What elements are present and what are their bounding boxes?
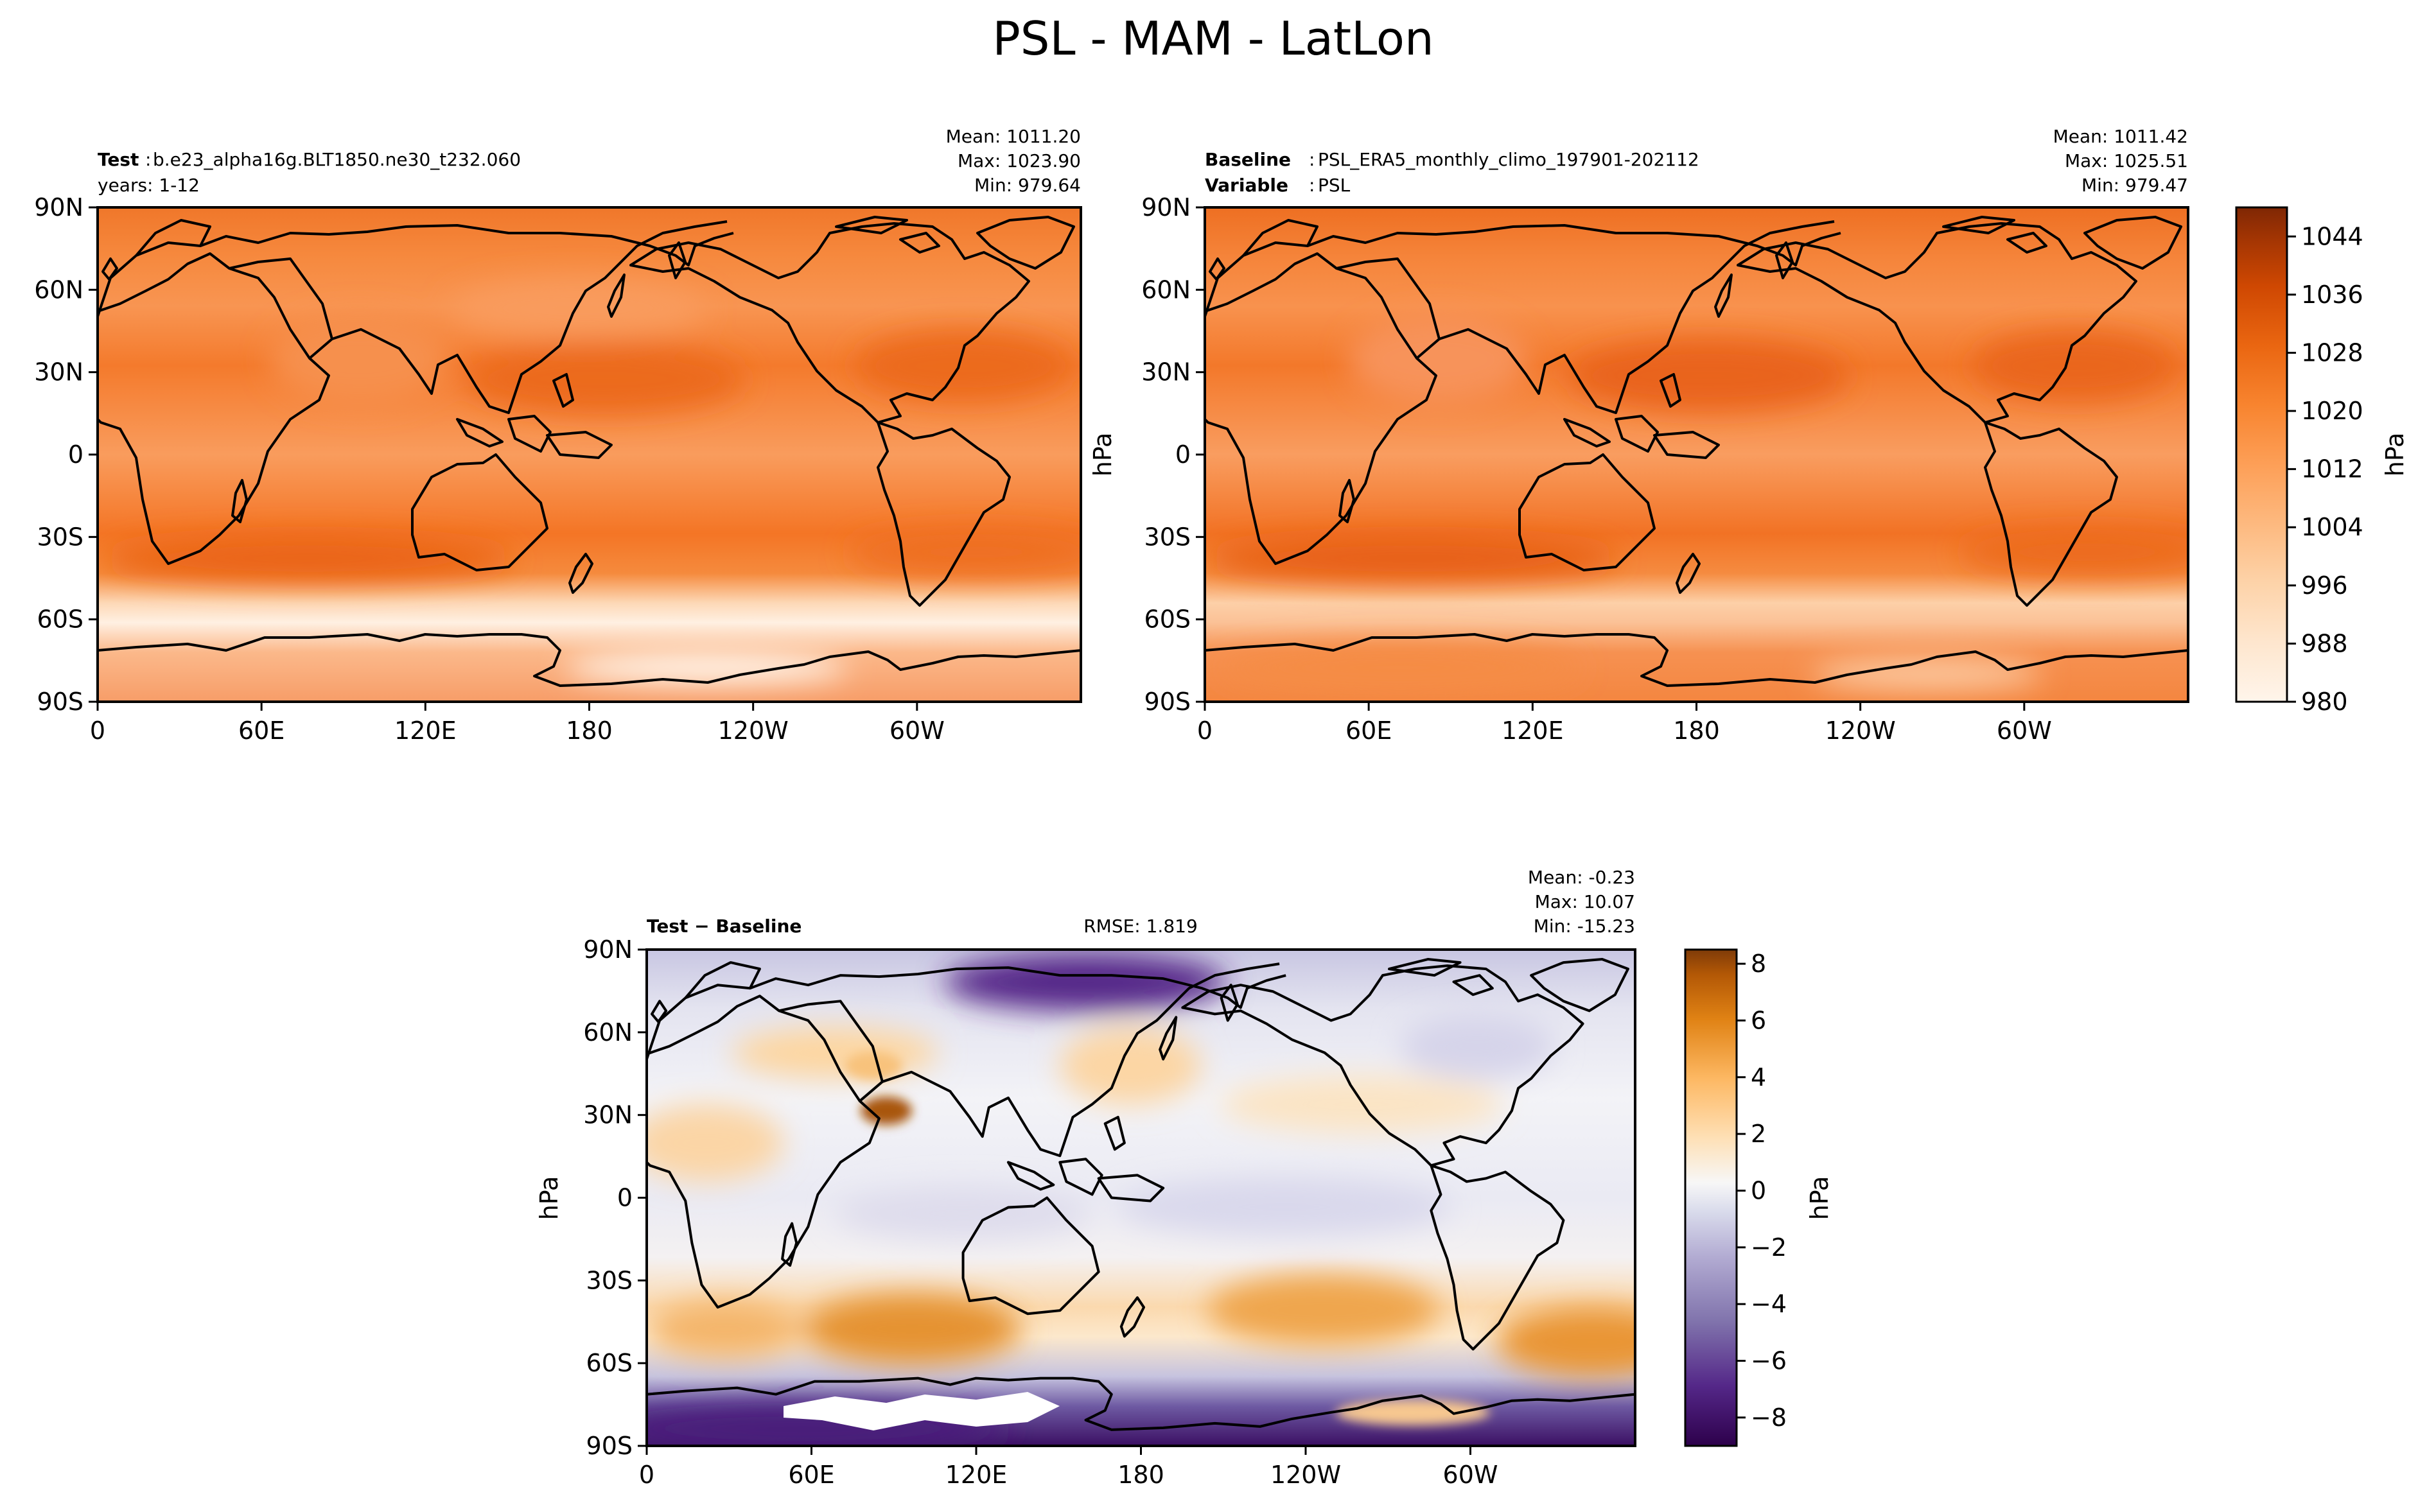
baseline-ytick-label: 60S bbox=[1144, 605, 1191, 634]
test-axis-ticks: 0 60E 120E 180 120W 60W 90N 60N 30N 0 30S 60S 90S bbox=[34, 193, 945, 745]
baseline-ytick-label: 0 bbox=[1175, 440, 1191, 469]
diff-colorbar-tick-label: −4 bbox=[1751, 1290, 1787, 1318]
main-colorbar-ticks: 1044 1036 1028 1020 1012 1004 996 988 980 bbox=[2287, 222, 2363, 716]
main-colorbar-fill bbox=[2235, 206, 2288, 703]
baseline-ytick-label: 60N bbox=[1141, 275, 1191, 304]
baseline-xtick-label: 60W bbox=[1997, 717, 2052, 745]
test-ytick-label: 90S bbox=[37, 688, 83, 716]
baseline-label: Baseline bbox=[1205, 149, 1291, 170]
diff-panel: Test − Baseline RMSE: 1.819 Mean: -0.23 … bbox=[535, 867, 1636, 1489]
test-xtick-label: 0 bbox=[90, 717, 105, 745]
diff-ytick-label: 30N bbox=[583, 1101, 633, 1129]
test-ytick-label: 0 bbox=[68, 440, 83, 469]
diff-min: Min: -15.23 bbox=[1534, 916, 1635, 937]
diff-y-unit: hPa bbox=[535, 1176, 563, 1221]
test-years: years: 1-12 bbox=[98, 175, 200, 196]
main-colorbar-unit: hPa bbox=[2381, 433, 2409, 477]
diff-axis-ticks: 0 60E 120E 180 120W 60W 90N 60N 30N 0 30S 60S 90S bbox=[583, 935, 1498, 1489]
main-colorbar-tick-label: 1012 bbox=[2301, 455, 2363, 483]
baseline-panel: Baseline : PSL_ERA5_monthly_climo_197901… bbox=[1089, 126, 2189, 745]
diff-rmse: RMSE: 1.819 bbox=[1083, 916, 1198, 937]
baseline-colon: : bbox=[1309, 149, 1315, 170]
test-xtick-label: 180 bbox=[566, 717, 613, 745]
diff-xtick-label: 180 bbox=[1117, 1461, 1164, 1489]
test-ytick-label: 30N bbox=[34, 358, 83, 387]
test-xtick-label: 60W bbox=[889, 717, 945, 745]
figure-title: PSL - MAM - LatLon bbox=[992, 12, 1433, 65]
main-colorbar-tick-label: 988 bbox=[2301, 629, 2348, 657]
diff-map-field bbox=[647, 950, 1635, 1446]
baseline-ytick-label: 90N bbox=[1141, 193, 1191, 222]
variable-value: PSL bbox=[1318, 175, 1351, 196]
diff-colorbar-tick-label: 2 bbox=[1751, 1120, 1766, 1148]
diff-xtick-label: 0 bbox=[639, 1461, 654, 1489]
main-colorbar-tick-label: 1028 bbox=[2301, 338, 2363, 367]
baseline-mean: Mean: 1011.42 bbox=[2053, 126, 2188, 147]
variable-label: Variable bbox=[1205, 175, 1288, 196]
test-xtick-label: 60E bbox=[238, 717, 285, 745]
diff-ytick-label: 30S bbox=[586, 1266, 633, 1294]
diff-colorbar-tick-label: 0 bbox=[1751, 1176, 1766, 1204]
baseline-xtick-label: 120W bbox=[1825, 717, 1896, 745]
diff-colorbar-tick-label: 6 bbox=[1751, 1006, 1766, 1034]
test-xtick-label: 120E bbox=[394, 717, 457, 745]
diff-colorbar-tick-label: −8 bbox=[1751, 1403, 1787, 1432]
test-min: Min: 979.64 bbox=[974, 175, 1081, 196]
baseline-ytick-label: 30S bbox=[1144, 523, 1191, 551]
diff-colorbar-tick-label: 4 bbox=[1751, 1063, 1766, 1091]
diff-xtick-label: 120W bbox=[1270, 1461, 1341, 1489]
baseline-min: Min: 979.47 bbox=[2081, 175, 2188, 196]
baseline-xtick-label: 180 bbox=[1673, 717, 1720, 745]
test-xtick-label: 120W bbox=[718, 717, 789, 745]
test-label: Test bbox=[98, 149, 139, 170]
diff-colorbar: 8 6 4 2 0 −2 −4 −6 −8 hPa bbox=[1684, 948, 1834, 1447]
diff-colorbar-tick-label: −2 bbox=[1751, 1233, 1787, 1262]
baseline-xtick-label: 60E bbox=[1345, 717, 1392, 745]
main-colorbar-tick-label: 1036 bbox=[2301, 281, 2363, 309]
test-colon: : bbox=[145, 149, 151, 170]
baseline-ytick-label: 90S bbox=[1144, 688, 1191, 716]
diff-ytick-label: 0 bbox=[617, 1184, 633, 1212]
main-colorbar-tick-label: 1044 bbox=[2301, 222, 2363, 250]
diff-colorbar-fill bbox=[1684, 948, 1738, 1447]
test-max: Max: 1023.90 bbox=[958, 150, 1081, 171]
main-colorbar-tick-label: 980 bbox=[2301, 688, 2348, 716]
diff-xtick-label: 60E bbox=[788, 1461, 834, 1489]
main-colorbar-tick-label: 1004 bbox=[2301, 513, 2363, 541]
diff-ytick-label: 60N bbox=[583, 1018, 633, 1047]
main-colorbar-tick-label: 1020 bbox=[2301, 397, 2363, 425]
test-panel: Test b.e23_alpha16g.BLT1850.ne30_t232.06… bbox=[34, 126, 1082, 745]
diff-colorbar-ticks: 8 6 4 2 0 −2 −4 −6 −8 bbox=[1737, 950, 1787, 1432]
test-ytick-label: 60S bbox=[37, 605, 83, 634]
diff-ytick-label: 90S bbox=[586, 1432, 633, 1460]
baseline-xtick-label: 120E bbox=[1502, 717, 1564, 745]
diff-xtick-label: 60W bbox=[1443, 1461, 1498, 1489]
baseline-axis-ticks: 0 60E 120E 180 120W 60W 90N 60N 30N 0 30S 60S 90S bbox=[1141, 193, 2052, 745]
test-mean: Mean: 1011.20 bbox=[946, 126, 1081, 147]
diff-ytick-label: 90N bbox=[583, 935, 633, 964]
diff-ytick-label: 60S bbox=[586, 1349, 633, 1377]
diff-colorbar-tick-label: 8 bbox=[1751, 950, 1766, 978]
test-ytick-label: 60N bbox=[34, 275, 83, 304]
test-case-name: b.e23_alpha16g.BLT1850.ne30_t232.060 bbox=[153, 149, 521, 170]
diff-label: Test − Baseline bbox=[647, 916, 802, 937]
diff-xtick-label: 120E bbox=[945, 1461, 1008, 1489]
baseline-xtick-label: 0 bbox=[1197, 717, 1213, 745]
baseline-ytick-label: 30N bbox=[1141, 358, 1191, 387]
diff-colorbar-unit: hPa bbox=[1805, 1176, 1834, 1221]
variable-colon: : bbox=[1309, 175, 1315, 196]
baseline-y-unit: hPa bbox=[1089, 433, 1117, 477]
baseline-name: PSL_ERA5_monthly_climo_197901-202112 bbox=[1318, 149, 1699, 170]
diff-mean: Mean: -0.23 bbox=[1528, 867, 1635, 888]
main-colorbar-tick-label: 996 bbox=[2301, 571, 2348, 600]
test-ytick-label: 30S bbox=[37, 523, 83, 551]
main-colorbar: 1044 1036 1028 1020 1012 1004 996 988 980 hPa bbox=[2235, 206, 2409, 716]
diff-colorbar-tick-label: −6 bbox=[1751, 1346, 1787, 1375]
baseline-max: Max: 1025.51 bbox=[2065, 150, 2188, 171]
diff-max: Max: 10.07 bbox=[1535, 891, 1635, 912]
test-ytick-label: 90N bbox=[34, 193, 83, 222]
